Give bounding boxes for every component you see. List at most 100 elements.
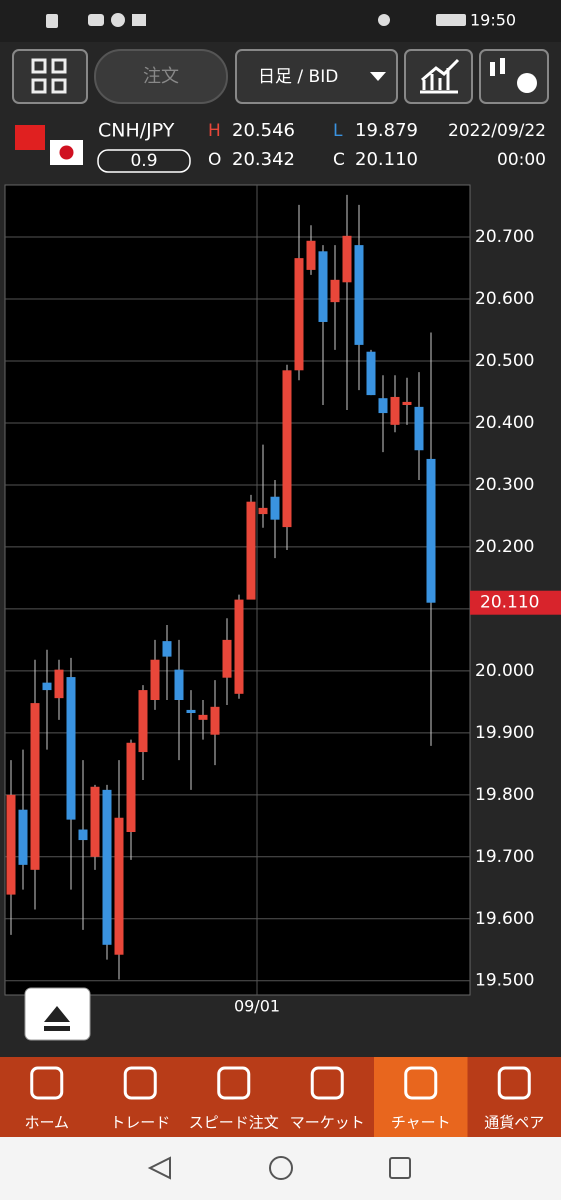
candle-body	[78, 829, 88, 841]
symbol: CNH/JPY	[98, 120, 175, 142]
nav-items: ホーム トレード スピード注文 マーケット チャート 通貨ペア	[24, 1057, 544, 1137]
candle-body	[18, 809, 28, 865]
candle-body	[402, 401, 412, 406]
candle-body	[414, 406, 424, 451]
candle-body	[198, 714, 208, 720]
spread-box	[97, 149, 191, 173]
y-tick-label: 19.500	[475, 971, 534, 991]
candle-body	[222, 639, 232, 678]
nav-icon[interactable]	[123, 1066, 157, 1100]
candle-body	[282, 370, 292, 528]
y-tick-label: 20.500	[475, 351, 534, 371]
nav-icon[interactable]	[30, 1066, 64, 1100]
y-tick-label: 19.800	[475, 785, 534, 805]
nav-label[interactable]: マーケット	[290, 1114, 365, 1132]
y-tick-label: 19.600	[475, 909, 534, 929]
candle-body	[54, 669, 64, 699]
dropdown-arrow	[370, 72, 386, 81]
settings-icon	[490, 58, 537, 93]
chart-type-button[interactable]	[404, 49, 473, 104]
nav-icon[interactable]	[217, 1066, 251, 1100]
spread: 0.9	[130, 151, 157, 171]
order-button[interactable]	[94, 49, 228, 104]
y-tick-label: 20.200	[475, 537, 534, 557]
candle-body	[306, 240, 316, 270]
candle-body	[174, 669, 184, 701]
candle-body	[126, 742, 136, 833]
y-tick-label: 19.700	[475, 847, 534, 867]
nav-icon[interactable]	[404, 1066, 438, 1100]
candle-body	[150, 659, 160, 701]
candle-body	[66, 677, 76, 820]
order-label: 注文	[143, 66, 179, 87]
low-value: 19.879	[355, 120, 418, 141]
status-time: 19:50	[470, 11, 516, 30]
high-value: 20.546	[232, 120, 295, 141]
home-button[interactable]	[269, 1156, 293, 1180]
nav-label[interactable]: ホーム	[24, 1114, 69, 1132]
nav-label[interactable]: 通貨ペア	[484, 1114, 544, 1132]
period-select[interactable]	[235, 49, 398, 104]
flag-cn	[15, 125, 45, 150]
low-label: L	[333, 121, 343, 141]
candle-body	[294, 258, 304, 371]
candle-body	[330, 279, 340, 303]
y-tick-label: 20.300	[475, 475, 534, 495]
y-tick-label: 20.700	[475, 227, 534, 247]
candle-body	[246, 501, 256, 600]
menu-icon	[31, 58, 67, 94]
chart: 19.500 19.600 19.700 19.800 19.900 20.000 20.1…	[5, 185, 561, 1016]
x-tick-label: 09/01	[234, 997, 280, 1016]
candle-body	[390, 396, 400, 425]
nav-label[interactable]: トレード	[110, 1114, 170, 1132]
candle-body	[114, 817, 124, 955]
candle-body	[186, 709, 196, 714]
candle-body	[354, 245, 364, 345]
open-label: O	[208, 150, 221, 170]
chart-type-icon	[420, 58, 460, 94]
candle-body	[102, 789, 112, 945]
candle-body	[138, 690, 148, 753]
candle-body	[42, 682, 52, 691]
candle-body	[366, 351, 376, 396]
quote-date: 2022/09/22	[448, 121, 546, 141]
menu-button[interactable]	[12, 49, 88, 104]
last-price-label: 20.110	[480, 593, 539, 613]
candle-body	[162, 641, 172, 657]
recents-button[interactable]	[389, 1157, 411, 1179]
candle-body	[258, 507, 268, 515]
candle-body	[30, 703, 40, 870]
period-label: 日足 / BID	[258, 67, 338, 87]
candle-body	[90, 786, 100, 857]
nav-icon[interactable]	[497, 1066, 531, 1100]
open-value: 20.342	[232, 149, 295, 170]
flag-jp-sun	[59, 145, 74, 160]
back-button[interactable]	[147, 1156, 171, 1180]
y-tick-label: 20.000	[475, 661, 534, 681]
candle-body	[210, 706, 220, 735]
nav-label[interactable]: チャート	[391, 1114, 451, 1132]
close-value: 20.110	[355, 149, 418, 170]
chart-area	[4, 184, 471, 996]
y-tick-label: 19.900	[475, 723, 534, 743]
candle-body	[6, 794, 16, 895]
candle-body	[426, 458, 436, 603]
settings-button[interactable]	[479, 49, 549, 104]
high-label: H	[208, 121, 221, 141]
last-price-tag	[470, 590, 561, 615]
quote-time: 00:00	[497, 150, 546, 170]
nav-icon[interactable]	[310, 1066, 344, 1100]
close-label: C	[333, 150, 345, 170]
candle-body	[378, 398, 388, 414]
y-tick-label: 20.600	[475, 289, 534, 309]
nav-label[interactable]: スピード注文	[189, 1114, 279, 1132]
status-icons	[46, 13, 466, 28]
candle-body	[270, 496, 280, 520]
candle-body	[234, 599, 244, 694]
candle-body	[318, 251, 328, 322]
y-tick-label: 20.400	[475, 413, 534, 433]
system-bar	[0, 1137, 561, 1200]
eject-icon	[44, 1006, 70, 1031]
